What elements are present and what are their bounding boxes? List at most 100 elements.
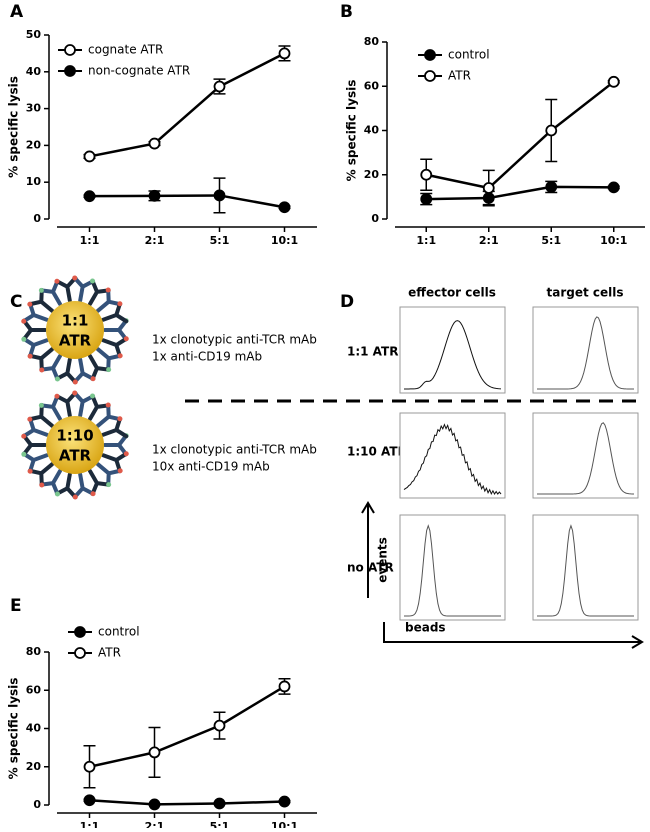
x-tick-label: 2:1 <box>145 820 165 828</box>
histogram-frame <box>532 306 639 394</box>
histogram-curve <box>403 320 502 390</box>
antigen <box>21 433 27 439</box>
antigen <box>117 301 123 307</box>
data-point <box>83 150 96 163</box>
y-tick-label: 40 <box>26 65 42 78</box>
row-label: 1:10 ATR <box>347 445 407 459</box>
antigen <box>38 402 44 408</box>
bead <box>21 390 129 500</box>
antibody <box>101 301 129 324</box>
bead-ratio: 1:10 <box>56 427 93 445</box>
data-point <box>420 193 433 205</box>
data-point <box>148 189 161 202</box>
data-point <box>278 201 291 214</box>
data-point <box>148 798 161 811</box>
antigen <box>54 393 60 399</box>
data-point <box>545 124 558 137</box>
data-point <box>83 760 96 773</box>
antigen <box>54 376 60 382</box>
panel-letter: B <box>340 2 353 22</box>
y-tick-label: 0 <box>33 212 41 225</box>
histogram-curve <box>537 524 634 617</box>
y-axis-label: % specific lysis <box>7 678 21 780</box>
antibody <box>88 279 111 307</box>
bead <box>21 275 129 385</box>
antigen <box>72 390 78 396</box>
panel-letter: E <box>10 596 22 616</box>
legend-label: cognate ATR <box>88 43 163 57</box>
series-line <box>425 80 615 190</box>
y-tick-label: 0 <box>371 212 379 225</box>
legend-label: control <box>98 625 140 639</box>
data-point <box>278 795 291 808</box>
x-tick-label: 10:1 <box>271 820 298 828</box>
antibody <box>39 394 62 422</box>
antigen <box>105 402 111 408</box>
x-tick-label: 2:1 <box>479 234 499 247</box>
bead-ratio: 1:1 <box>62 312 89 330</box>
antibody <box>88 394 111 422</box>
antigen <box>90 491 96 497</box>
antigen <box>90 278 96 284</box>
y-tick-label: 80 <box>26 645 42 658</box>
histogram-curve <box>537 422 635 495</box>
x-tick-label: 5:1 <box>210 234 230 247</box>
antibody <box>54 391 78 418</box>
column-header: effector cells <box>408 286 496 300</box>
antigen <box>123 451 129 457</box>
panel-letter: C <box>10 292 22 312</box>
y-tick-label: 40 <box>364 124 380 137</box>
series-line <box>426 185 614 201</box>
y-axis-label: % specific lysis <box>7 76 21 178</box>
x-tick-label: 5:1 <box>210 820 230 828</box>
y-tick-label: 20 <box>364 168 380 181</box>
data-point <box>420 168 433 181</box>
antigen <box>27 468 33 474</box>
antigen <box>39 367 45 373</box>
antibody <box>21 416 49 439</box>
y-tick-label: 80 <box>364 35 380 48</box>
y-axis-label: events <box>376 537 390 583</box>
events-arrow <box>361 501 375 598</box>
panel-letter: D <box>340 292 354 312</box>
series-line <box>89 52 286 158</box>
histogram-curve <box>403 524 501 617</box>
antigen <box>72 275 78 281</box>
antigen <box>39 482 45 488</box>
bead-description: 10x anti-CD19 mAb <box>152 460 270 474</box>
y-tick-label: 50 <box>26 28 42 41</box>
bead-label: ATR <box>59 332 92 350</box>
antigen <box>38 287 44 293</box>
legend-marker <box>424 49 436 61</box>
antigen <box>106 367 112 373</box>
antibody <box>88 468 111 496</box>
y-tick-label: 0 <box>33 798 41 811</box>
y-tick-label: 60 <box>364 79 380 92</box>
data-point <box>607 75 620 88</box>
legend-marker <box>74 647 86 659</box>
antigen <box>123 336 129 342</box>
series-line <box>89 685 286 768</box>
antigen <box>27 353 33 359</box>
antibody <box>21 318 47 342</box>
antigen <box>54 278 60 284</box>
data-point <box>278 680 291 693</box>
data-point <box>213 189 226 202</box>
beads-arrow <box>383 622 644 649</box>
bead-description: 1x anti-CD19 mAb <box>152 350 262 364</box>
data-point <box>213 797 226 810</box>
antigen <box>90 393 96 399</box>
y-tick-label: 20 <box>26 138 42 151</box>
histogram-curve <box>403 423 502 496</box>
histogram-frame <box>532 412 639 499</box>
histogram-frame <box>399 412 506 499</box>
bead-core <box>46 416 104 474</box>
antigen <box>90 376 96 382</box>
x-tick-label: 10:1 <box>271 234 298 247</box>
antibody <box>21 433 47 457</box>
x-tick-label: 1:1 <box>416 234 436 247</box>
data-point <box>213 719 226 732</box>
data-point <box>148 746 161 759</box>
y-tick-label: 20 <box>26 760 42 773</box>
